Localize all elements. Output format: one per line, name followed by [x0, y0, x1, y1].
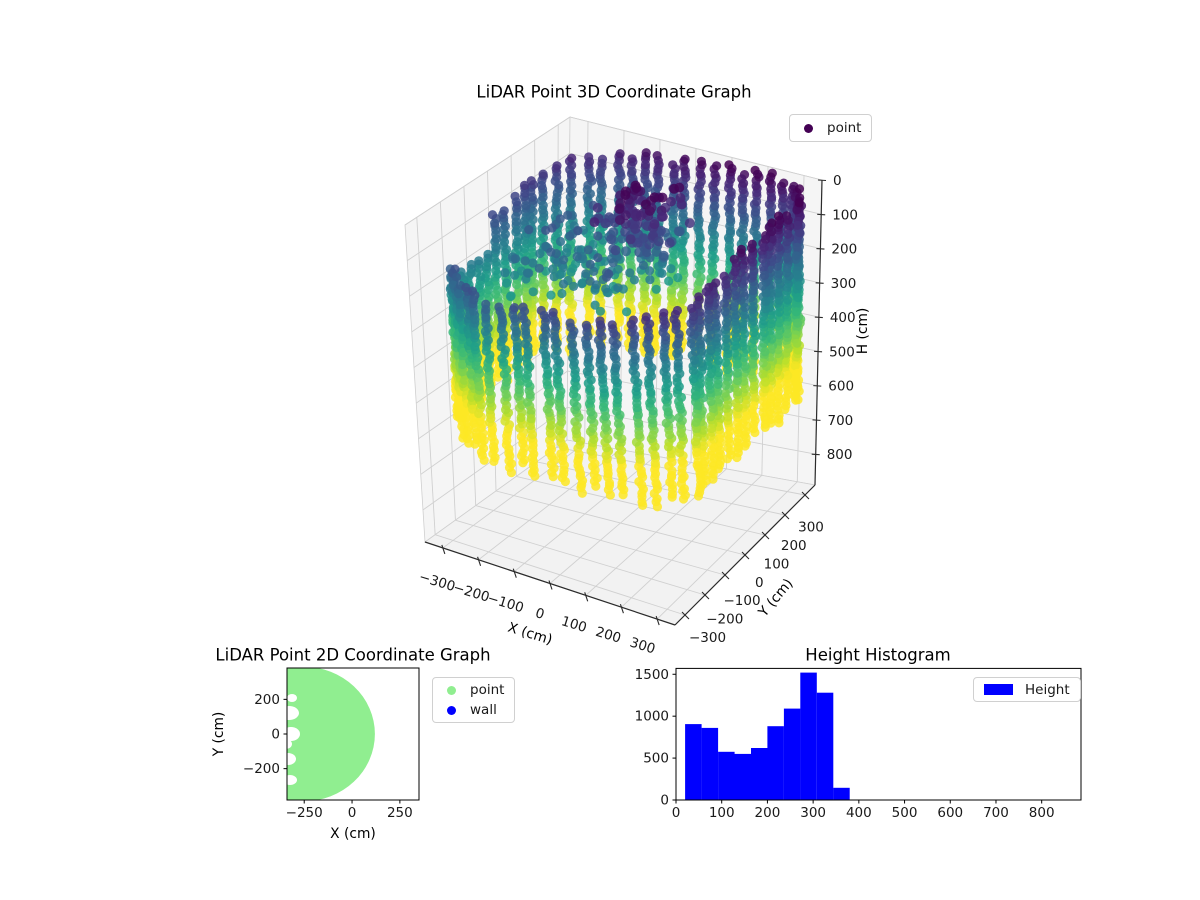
height-swatch-icon [984, 684, 1013, 695]
svg-text:0: 0 [672, 805, 681, 821]
svg-text:600: 600 [937, 805, 963, 821]
plot2d-legend: point wall [432, 677, 516, 723]
svg-text:0: 0 [833, 173, 842, 189]
svg-text:−300: −300 [417, 569, 457, 595]
svg-text:−100: −100 [485, 590, 525, 616]
plot2d-legend-point-label: point [470, 682, 505, 698]
svg-text:600: 600 [828, 379, 854, 395]
svg-text:500: 500 [643, 751, 669, 767]
plot3d-zaxis-label: H (cm) [855, 307, 871, 355]
svg-text:200: 200 [781, 538, 807, 554]
svg-text:−250: −250 [286, 805, 323, 821]
svg-text:400: 400 [846, 805, 872, 821]
plot-3d: −300−200−100 0 100 200 300 −300−200−100010020… [404, 116, 858, 658]
svg-text:700: 700 [827, 413, 853, 429]
svg-text:0: 0 [348, 805, 357, 821]
wall-marker-icon [447, 705, 456, 715]
svg-text:700: 700 [983, 805, 1009, 821]
hist-legend: Height [973, 677, 1081, 702]
svg-text:−200: −200 [243, 761, 280, 777]
svg-text:100: 100 [832, 207, 858, 223]
plot2d-title: LiDAR Point 2D Coordinate Graph [215, 645, 491, 665]
plot-2d: −250 0 250 200 0 −200 [243, 667, 420, 821]
svg-text:300: 300 [800, 805, 826, 821]
svg-text:0: 0 [755, 575, 764, 591]
svg-text:250: 250 [387, 805, 413, 821]
svg-text:300: 300 [798, 520, 824, 536]
plot3d-legend-label: point [827, 120, 862, 136]
svg-text:−300: −300 [689, 630, 726, 646]
svg-text:500: 500 [892, 805, 918, 821]
svg-text:300: 300 [831, 276, 857, 292]
plot3d-title: LiDAR Point 3D Coordinate Graph [476, 82, 752, 102]
plot2d-yaxis-label: Y (cm) [211, 711, 227, 757]
svg-text:500: 500 [829, 344, 855, 360]
svg-text:200: 200 [831, 242, 857, 258]
svg-text:300: 300 [628, 635, 657, 658]
svg-text:−200: −200 [451, 580, 491, 606]
svg-text:100: 100 [764, 556, 790, 572]
hist-title: Height Histogram [805, 645, 951, 665]
plot3d-legend: point [789, 114, 873, 142]
svg-text:1500: 1500 [635, 667, 669, 683]
point-marker-icon [804, 123, 813, 133]
svg-text:−100: −100 [723, 593, 760, 609]
svg-text:0: 0 [660, 793, 669, 809]
svg-text:−200: −200 [706, 612, 743, 628]
svg-text:800: 800 [1029, 805, 1055, 821]
svg-text:0: 0 [271, 727, 280, 743]
plot-histogram: 0 100 200 300 400 500 600 700 800 0 500 1000 1500 [635, 667, 1082, 821]
svg-text:200: 200 [594, 624, 623, 647]
svg-text:100: 100 [709, 805, 735, 821]
svg-text:400: 400 [830, 310, 856, 326]
svg-text:800: 800 [827, 447, 853, 463]
hist-legend-label: Height [1025, 681, 1070, 698]
svg-text:200: 200 [254, 692, 280, 708]
svg-text:100: 100 [559, 613, 588, 636]
svg-text:0: 0 [533, 605, 546, 623]
svg-text:200: 200 [755, 805, 781, 821]
point-marker-icon [447, 685, 456, 695]
svg-text:1000: 1000 [635, 709, 669, 725]
plot2d-legend-wall-label: wall [470, 702, 497, 718]
plot2d-xaxis-label: X (cm) [330, 826, 376, 842]
